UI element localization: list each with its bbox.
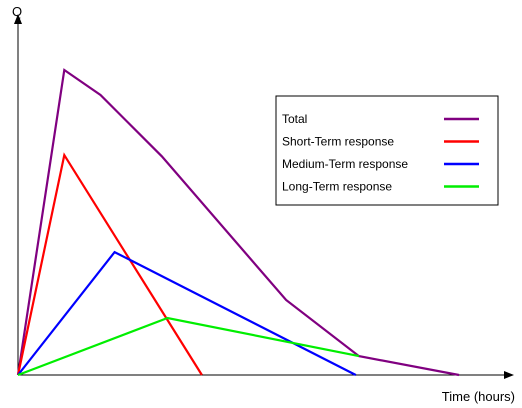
- legend-label-medium-term-response: Medium-Term response: [282, 157, 408, 171]
- y-axis-label: Q: [12, 4, 22, 19]
- series-line-medium-term-response: [17, 250, 357, 376]
- series-line-long-term-response: [17, 316, 360, 377]
- x-axis-arrow-icon: [504, 371, 514, 379]
- axes: Q Time (hours): [12, 4, 515, 404]
- legend-label-total: Total: [282, 112, 307, 126]
- series-line-short-term-response: [16, 152, 203, 376]
- series-lines: [16, 68, 460, 377]
- x-axis-label: Time (hours): [442, 389, 515, 404]
- legend-label-long-term-response: Long-Term response: [282, 180, 392, 194]
- legend-label-short-term-response: Short-Term response: [282, 135, 394, 149]
- legend-items: Total Short-Term response Medium-Term resp…: [282, 112, 479, 194]
- y-axis-arrow-icon: [14, 14, 22, 24]
- legend: Total Short-Term response Medium-Term resp…: [275, 95, 499, 206]
